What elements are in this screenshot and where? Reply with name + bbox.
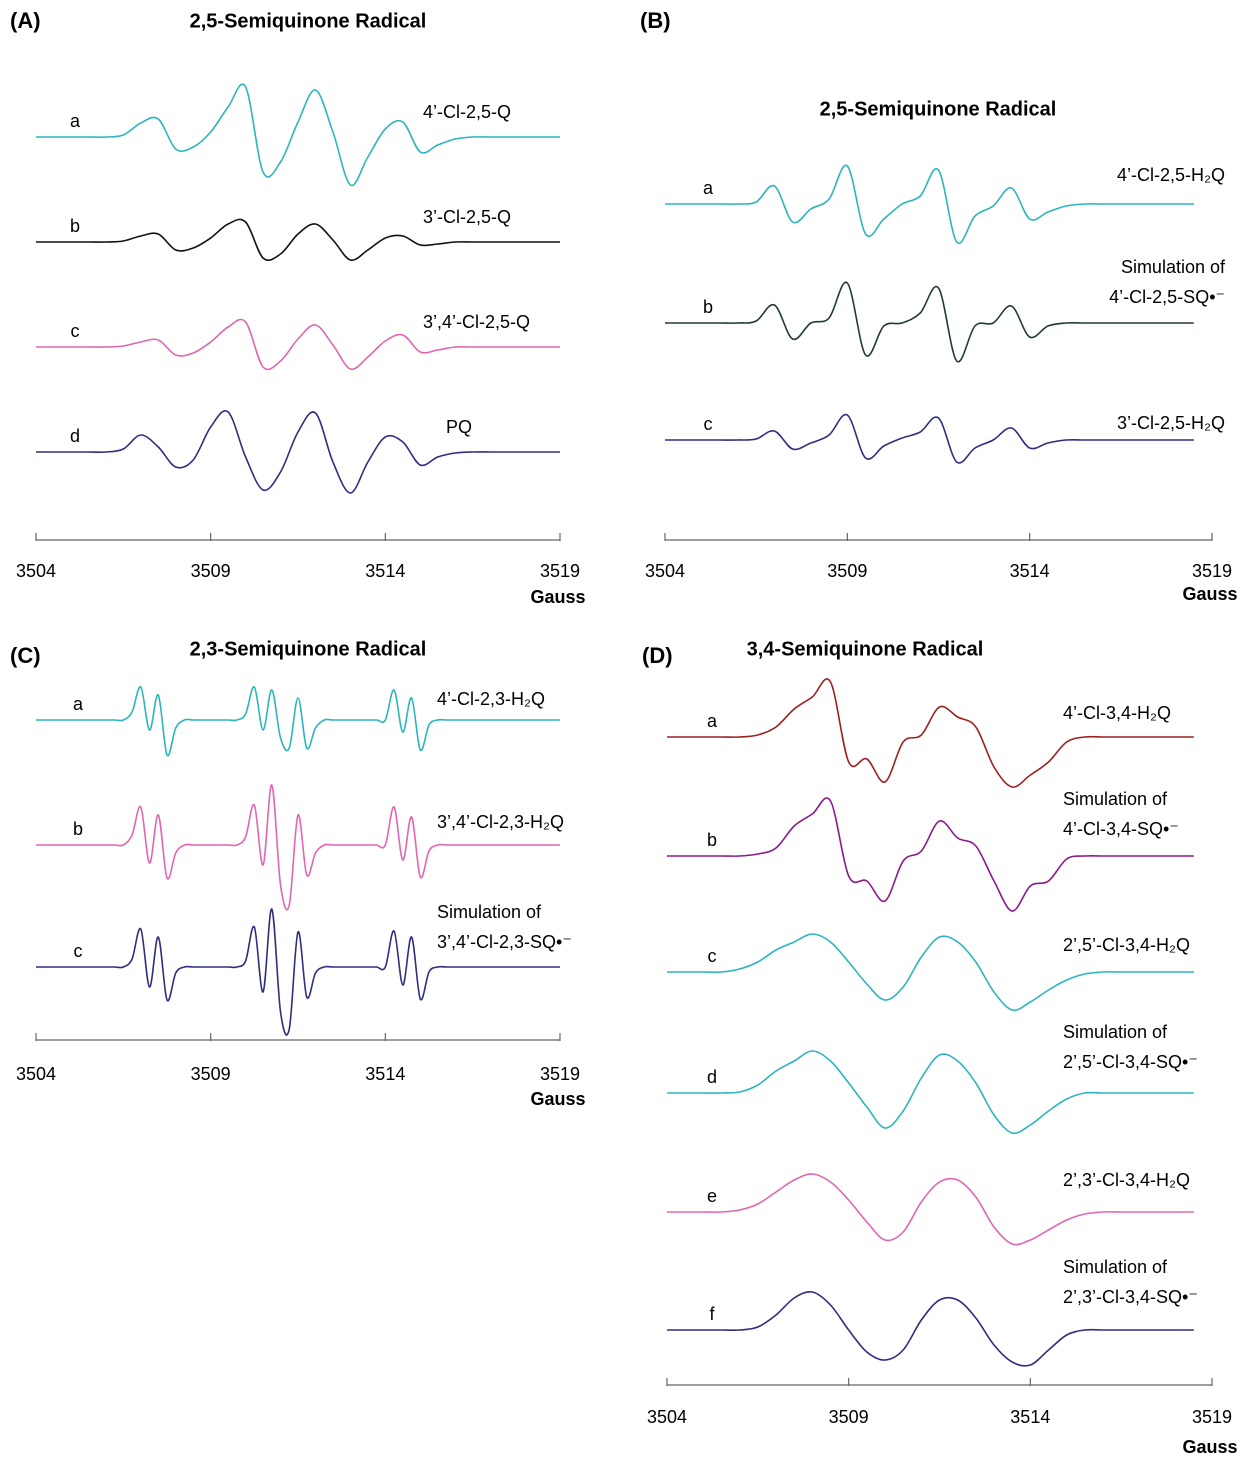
trace-tag: b xyxy=(70,216,80,236)
x-tick-label: 3514 xyxy=(1010,1407,1050,1427)
x-tick-label: 3519 xyxy=(540,561,580,581)
x-tick-label: 3509 xyxy=(829,1407,869,1427)
trace-tag: b xyxy=(703,297,713,317)
spectrum-line xyxy=(36,908,560,1036)
trace-tag: f xyxy=(709,1304,715,1324)
legend-label: Simulation of xyxy=(1063,789,1168,809)
legend-label: 2’,3’-Cl-3,4-H₂Q xyxy=(1063,1170,1190,1190)
spectrum-line xyxy=(35,784,560,911)
spectrum-line xyxy=(36,410,560,494)
spectrum-line xyxy=(667,1290,1194,1367)
x-tick-label: 3509 xyxy=(191,1064,231,1084)
legend-label: 2’,3’-Cl-3,4-SQ•⁻ xyxy=(1063,1287,1198,1307)
chart-title: 3,4-Semiquinone Radical xyxy=(747,638,984,660)
x-tick-label: 3504 xyxy=(16,561,56,581)
x-tick-label: 3509 xyxy=(827,561,867,581)
spectrum-line xyxy=(667,797,1194,912)
x-tick-label: 3514 xyxy=(365,561,405,581)
trace-tag: c xyxy=(71,321,80,341)
spectrum-line xyxy=(667,1050,1194,1135)
legend-label: Simulation of xyxy=(1063,1022,1168,1042)
x-axis-label: Gauss xyxy=(1182,584,1237,604)
chart-title: 2,5-Semiquinone Radical xyxy=(820,98,1057,120)
legend-label: 3’,4’-Cl-2,5-Q xyxy=(423,312,530,332)
legend-label: 4’-Cl-2,5-SQ•⁻ xyxy=(1109,287,1225,307)
legend-label: Simulation of xyxy=(437,902,542,922)
panel-label: (B) xyxy=(640,8,671,33)
legend-label: 4’-Cl-2,3-H₂Q xyxy=(437,689,545,709)
x-tick-label: 3514 xyxy=(1010,561,1050,581)
x-axis-label: Gauss xyxy=(1182,1437,1237,1457)
spectrum-line xyxy=(665,164,1194,245)
panel-label: (A) xyxy=(10,8,41,33)
trace-tag: a xyxy=(73,694,84,714)
legend-label: 2’,5’-Cl-3,4-SQ•⁻ xyxy=(1063,1052,1198,1072)
legend-label: 3’,4’-Cl-2,3-SQ•⁻ xyxy=(437,932,572,952)
trace-tag: b xyxy=(73,819,83,839)
x-tick-label: 3504 xyxy=(645,561,685,581)
legend-label: Simulation of xyxy=(1063,1257,1168,1277)
trace-tag: a xyxy=(70,111,81,131)
x-axis-label: Gauss xyxy=(530,1089,585,1109)
spectrum-line xyxy=(35,318,560,371)
legend-label: 4’-Cl-3,4-SQ•⁻ xyxy=(1063,819,1179,839)
x-tick-label: 3519 xyxy=(540,1064,580,1084)
spectrum-line xyxy=(665,281,1194,363)
trace-tag: c xyxy=(704,414,713,434)
trace-tag: d xyxy=(70,426,80,446)
trace-tag: c xyxy=(74,941,83,961)
chart-title: 2,5-Semiquinone Radical xyxy=(190,10,427,32)
chart-title: 2,3-Semiquinone Radical xyxy=(190,638,427,660)
x-tick-label: 3504 xyxy=(16,1064,56,1084)
trace-tag: c xyxy=(708,946,717,966)
legend-label: 4’-Cl-3,4-H₂Q xyxy=(1063,703,1171,723)
legend-label: 3’,4’-Cl-2,3-H₂Q xyxy=(437,812,564,832)
trace-tag: b xyxy=(707,830,717,850)
x-tick-label: 3514 xyxy=(365,1064,405,1084)
x-tick-label: 3519 xyxy=(1192,1407,1232,1427)
trace-tag: a xyxy=(703,178,714,198)
x-tick-label: 3504 xyxy=(647,1407,687,1427)
legend-label: PQ xyxy=(446,417,472,437)
spectrum-line xyxy=(667,678,1194,788)
legend-label: Simulation of xyxy=(1121,257,1226,277)
panel-label: (C) xyxy=(10,643,41,668)
x-axis-label: Gauss xyxy=(530,587,585,607)
trace-tag: a xyxy=(707,711,718,731)
spectrum-line xyxy=(35,218,560,261)
legend-label: 4’-Cl-2,5-H₂Q xyxy=(1117,165,1225,185)
x-tick-label: 3509 xyxy=(191,561,231,581)
spectrum-line xyxy=(35,83,560,187)
panel-label: (D) xyxy=(642,643,673,668)
x-tick-label: 3519 xyxy=(1192,561,1232,581)
spectrum-line xyxy=(667,1173,1194,1246)
trace-tag: d xyxy=(707,1067,717,1087)
spectrum-line xyxy=(36,686,560,757)
legend-label: 4’-Cl-2,5-Q xyxy=(423,102,511,122)
trace-tag: e xyxy=(707,1186,717,1206)
spectrum-line xyxy=(665,413,1194,464)
spectrum-line xyxy=(667,933,1194,1012)
legend-label: 3’-Cl-2,5-H₂Q xyxy=(1117,413,1225,433)
legend-label: 2’,5’-Cl-3,4-H₂Q xyxy=(1063,935,1190,955)
legend-label: 3’-Cl-2,5-Q xyxy=(423,207,511,227)
